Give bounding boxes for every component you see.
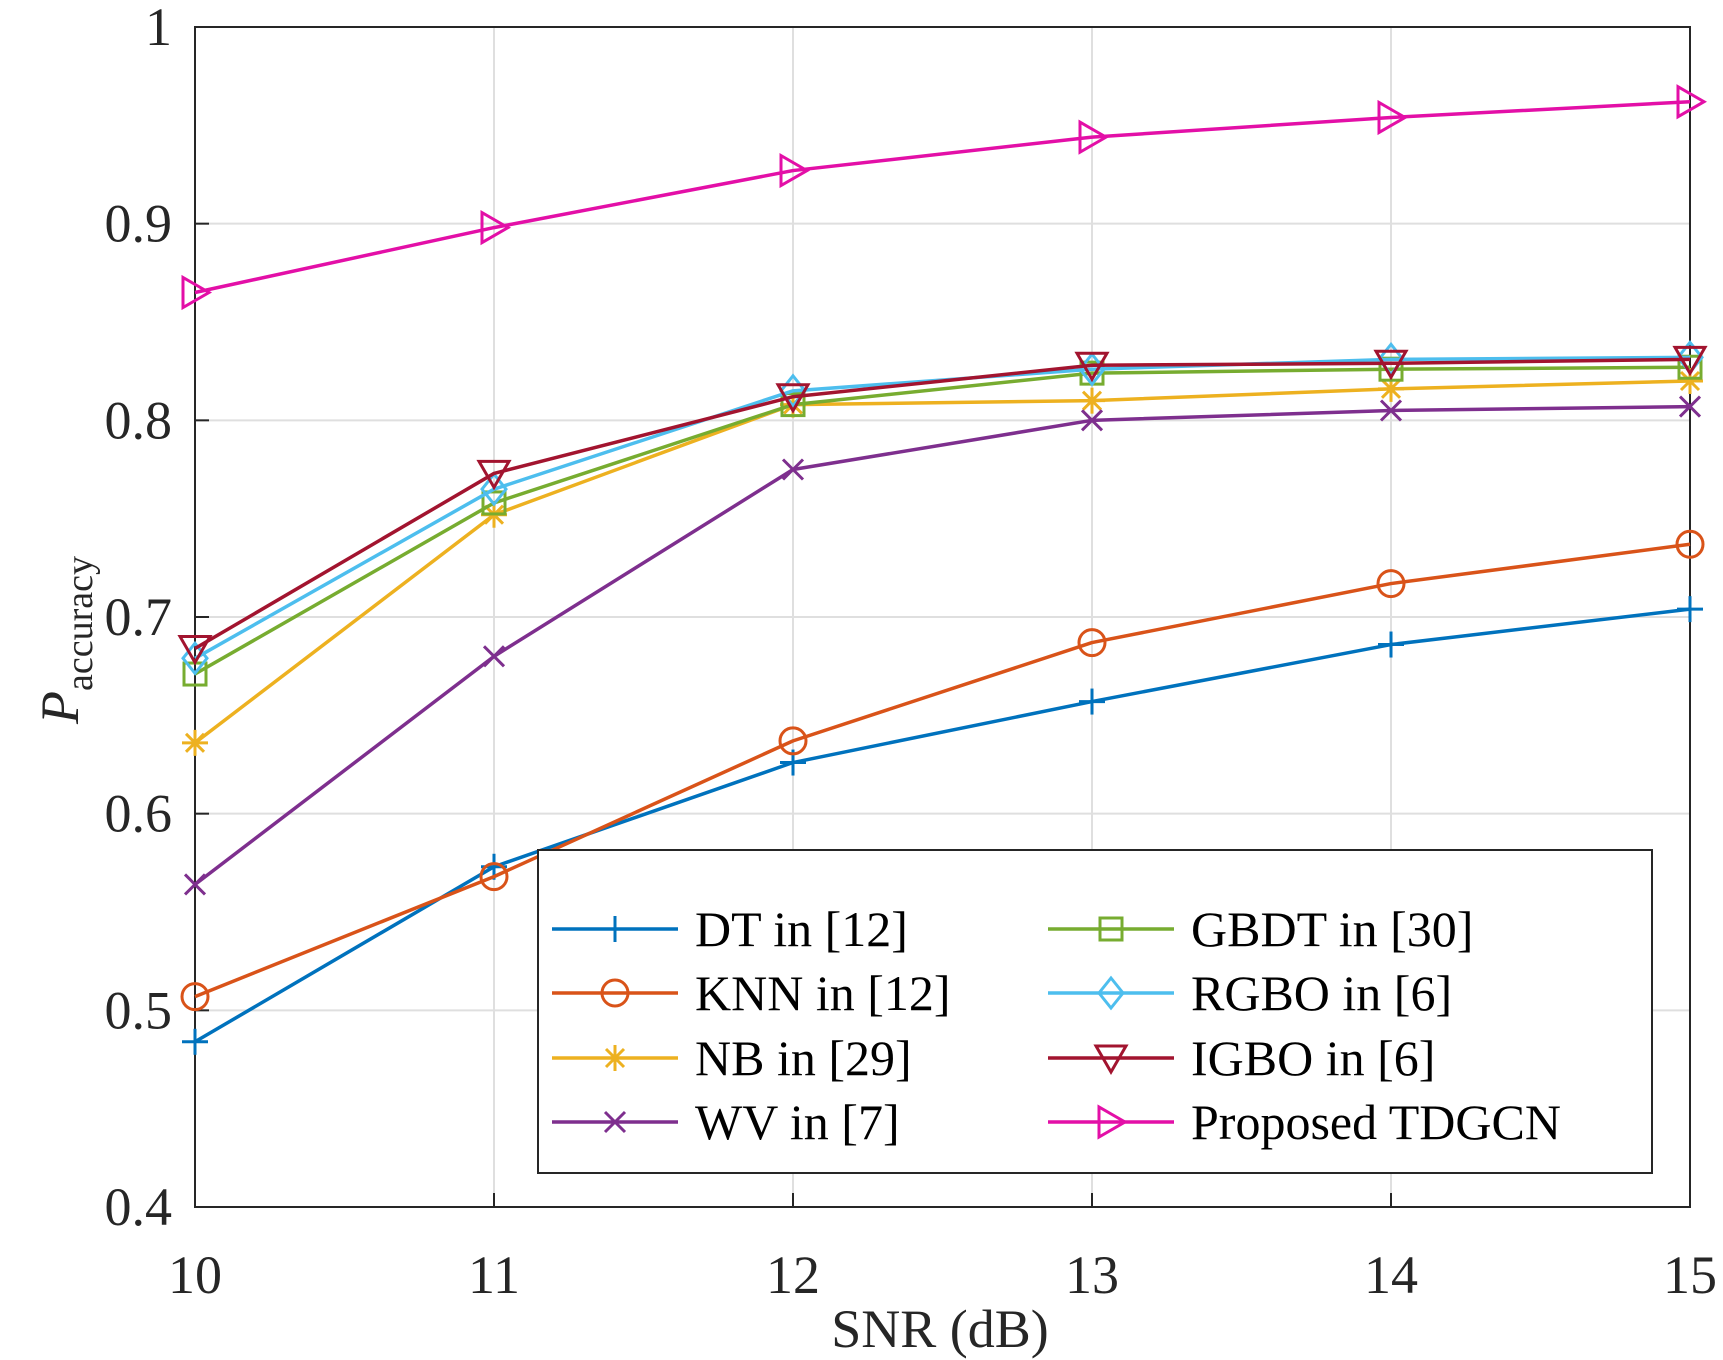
data-point xyxy=(182,1028,208,1055)
legend-item: NB in [29] xyxy=(552,1030,912,1086)
legend-label: WV in [7] xyxy=(695,1094,900,1150)
series-line xyxy=(194,99,1691,295)
data-point xyxy=(480,210,512,246)
legend-label: NB in [29] xyxy=(695,1030,912,1086)
data-point xyxy=(1079,688,1105,715)
series-layer xyxy=(177,84,1708,1055)
legend-box xyxy=(537,849,1653,1174)
data-point xyxy=(181,274,213,311)
series-knn-in-12 xyxy=(180,529,1705,1012)
data-point xyxy=(181,640,209,676)
series-nb-in-29 xyxy=(182,368,1703,756)
data-point xyxy=(177,634,213,666)
data-point xyxy=(1677,354,1703,380)
legend-marker xyxy=(600,978,630,1008)
data-point xyxy=(1079,387,1105,414)
y-tick-label: 0.9 xyxy=(105,194,173,254)
legend-item: WV in [7] xyxy=(552,1094,900,1150)
legend-label: GBDT in [30] xyxy=(1191,901,1473,957)
data-point xyxy=(482,645,506,668)
data-point xyxy=(1080,409,1104,432)
series-line xyxy=(194,542,1691,999)
legend-item: Proposed TDGCN xyxy=(1048,1094,1561,1150)
legend-label: DT in [12] xyxy=(695,901,908,957)
y-tick-label: 0.8 xyxy=(105,390,173,450)
data-point xyxy=(1672,345,1708,377)
legend-label: RGBO in [6] xyxy=(1191,965,1452,1021)
legend-marker xyxy=(602,1045,628,1071)
data-point xyxy=(182,729,208,756)
legend-marker xyxy=(1098,916,1124,942)
x-tick-label: 14 xyxy=(1364,1245,1418,1305)
data-point xyxy=(479,862,509,892)
legend-item: DT in [12] xyxy=(552,901,908,957)
data-point xyxy=(180,982,210,1012)
series-igbo-in-6 xyxy=(177,345,1708,666)
data-point xyxy=(476,459,512,491)
x-tick-label: 12 xyxy=(766,1245,820,1305)
tick-labels: 10 11 12 13 14 15 0.4 0.5 0.6 0.7 0.8 0.9 1 xyxy=(105,0,1718,1305)
x-tick-label: 11 xyxy=(468,1245,520,1305)
data-point xyxy=(779,152,811,189)
legend-marker xyxy=(1097,975,1125,1011)
data-point xyxy=(1676,84,1708,120)
data-point xyxy=(183,873,207,896)
legend: DT in [12] KNN in [12] NB in [29] WV in [7]… xyxy=(537,849,1653,1174)
x-axis-label: SNR (dB) xyxy=(831,1299,1049,1359)
legend-items: DT in [12] KNN in [12] NB in [29] WV in [7]… xyxy=(552,901,1561,1150)
legend-label: KNN in [12] xyxy=(695,965,951,1021)
data-point xyxy=(1077,628,1107,658)
data-point xyxy=(1379,399,1403,422)
series-line xyxy=(193,379,1691,745)
data-point xyxy=(1678,395,1702,418)
data-point xyxy=(1377,99,1409,136)
y-tick-label: 0.6 xyxy=(105,784,173,844)
legend-label: Proposed TDGCN xyxy=(1191,1094,1561,1150)
data-point xyxy=(1378,631,1404,658)
legend-item: IGBO in [6] xyxy=(1048,1030,1435,1086)
data-point xyxy=(1074,351,1110,383)
legend-marker xyxy=(1097,1104,1129,1140)
y-tick-label: 0.7 xyxy=(105,587,173,647)
data-point xyxy=(781,458,805,481)
series-line xyxy=(193,404,1691,886)
legend-marker xyxy=(1093,1044,1129,1076)
series-line xyxy=(194,357,1691,650)
legend-item: RGBO in [6] xyxy=(1048,965,1452,1021)
data-point xyxy=(480,471,508,507)
data-point xyxy=(1677,596,1703,623)
legend-item: KNN in [12] xyxy=(552,965,951,1021)
y-axis-label: Paccuracy xyxy=(30,556,101,725)
data-point xyxy=(780,392,806,418)
series-wv-in-7 xyxy=(183,395,1702,896)
data-point xyxy=(775,383,811,414)
y-tick-label: 0.4 xyxy=(105,1177,173,1237)
x-tick-label: 10 xyxy=(168,1245,222,1305)
x-tick-label: 13 xyxy=(1065,1245,1119,1305)
y-tick-label: 0.5 xyxy=(105,980,173,1040)
legend-marker xyxy=(603,1110,627,1134)
data-point xyxy=(1376,569,1406,599)
series-line xyxy=(194,365,1691,676)
legend-item: GBDT in [30] xyxy=(1048,901,1473,957)
data-point xyxy=(1373,349,1409,381)
data-point xyxy=(1675,529,1705,559)
data-point xyxy=(778,726,808,756)
y-axis-label-sub: accuracy xyxy=(59,556,101,691)
legend-label: IGBO in [6] xyxy=(1191,1030,1435,1086)
data-point xyxy=(1078,119,1110,155)
x-tick-label: 15 xyxy=(1663,1245,1717,1305)
y-axis-label-main: P xyxy=(30,691,90,725)
legend-marker xyxy=(602,916,628,942)
series-proposed-tdgcn xyxy=(181,84,1708,311)
y-tick-label: 1 xyxy=(145,0,172,57)
svg-text:Paccuracy: Paccuracy xyxy=(30,556,101,725)
data-point xyxy=(481,490,507,516)
data-point xyxy=(1378,375,1404,402)
series-rgbo-in-6 xyxy=(181,339,1704,676)
